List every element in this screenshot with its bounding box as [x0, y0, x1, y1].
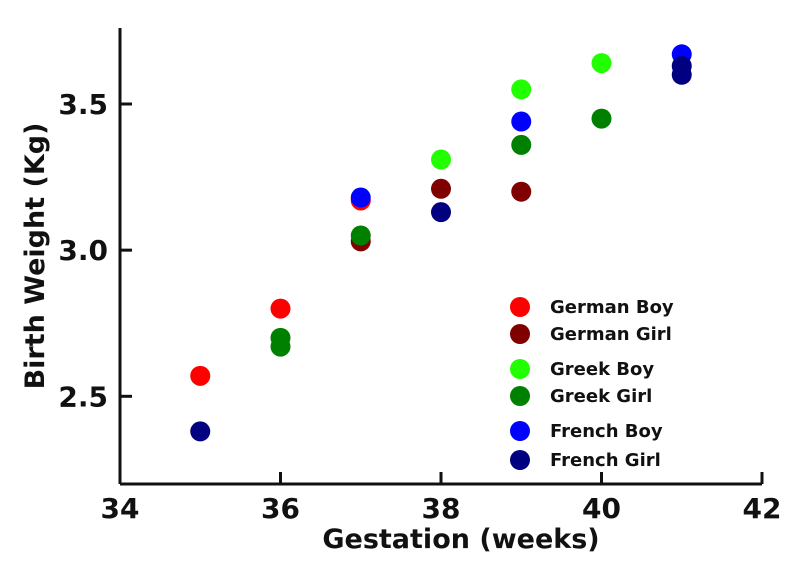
axes [118, 28, 762, 486]
data-points [190, 44, 692, 442]
legend-marker [510, 421, 530, 441]
legend-marker [510, 386, 530, 406]
legend-label: German Boy [550, 297, 674, 318]
x-axis-label: Gestation (weeks) [322, 524, 599, 555]
legend: German Boy German Girl Greek Boy Greek Girl… [510, 297, 674, 471]
data-point-german-girl [511, 181, 532, 202]
data-point-greek-boy [431, 149, 451, 170]
legend-label: Greek Boy [550, 359, 654, 380]
data-point-french-boy [511, 111, 532, 132]
data-point-greek-boy [511, 79, 532, 100]
y-tick-label: 2.5 [58, 380, 108, 413]
legend-label: French Boy [550, 421, 663, 442]
data-point-french-girl [671, 56, 692, 76]
data-point-german-boy [190, 365, 211, 386]
y-tick-label: 3.5 [58, 88, 108, 121]
y-tick-label: 3.0 [58, 234, 108, 267]
data-point-german-boy [270, 298, 291, 319]
data-point-greek-girl [350, 225, 371, 246]
data-point-greek-girl [591, 108, 612, 129]
data-point-german-girl [431, 178, 451, 199]
legend-marker [510, 450, 530, 470]
legend-label: French Girl [550, 450, 661, 471]
legend-marker [510, 324, 530, 344]
legend-marker [510, 359, 530, 379]
x-tick-label: 36 [261, 492, 300, 525]
legend-marker [510, 297, 530, 317]
legend-label: Greek Girl [550, 386, 652, 407]
x-tick-label: 34 [101, 492, 140, 525]
legend-label: German Girl [550, 324, 672, 345]
x-tick-label: 40 [582, 492, 621, 525]
x-tick-label: 38 [422, 492, 461, 525]
data-point-french-girl [431, 202, 451, 223]
y-axis-label: Birth Weight (Kg) [20, 123, 51, 390]
x-tick-label: 42 [743, 492, 782, 525]
data-point-greek-girl [270, 336, 291, 357]
data-point-greek-girl [511, 134, 532, 155]
data-point-greek-boy [591, 53, 612, 74]
data-point-french-girl [190, 421, 211, 442]
ticks: 34 36 38 40 42 2.5 3.0 3.5 [58, 88, 781, 525]
data-point-french-boy [350, 187, 371, 208]
